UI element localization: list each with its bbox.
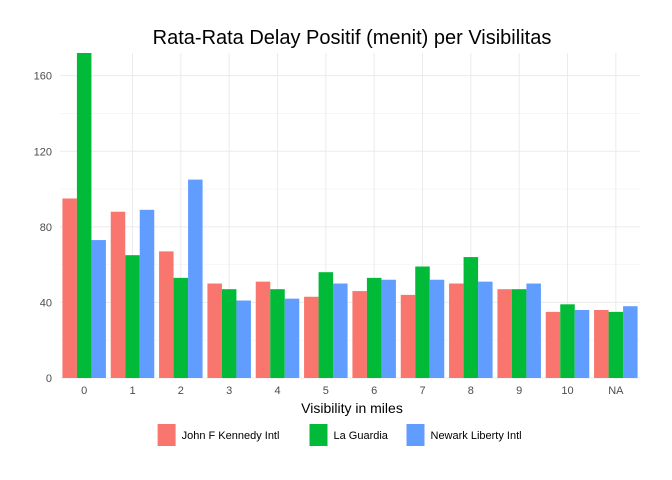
bar <box>139 209 155 378</box>
bar <box>284 298 300 378</box>
bar <box>449 283 464 378</box>
bar <box>125 255 140 378</box>
x-tick-label: 5 <box>323 385 329 397</box>
bar <box>463 257 479 378</box>
y-tick-label: 40 <box>40 297 52 309</box>
bar <box>318 272 334 378</box>
legend-swatch <box>406 424 425 446</box>
bar <box>159 251 174 378</box>
bar <box>76 53 92 378</box>
x-tick-label: 1 <box>129 385 135 397</box>
bar <box>221 289 237 378</box>
bar <box>400 294 416 378</box>
x-axis-title: Visibility in miles <box>301 400 403 416</box>
y-tick-label: 80 <box>40 222 52 234</box>
bar <box>623 306 638 378</box>
legend-label: La Guardia <box>334 430 389 442</box>
x-tick-label: 9 <box>516 385 522 397</box>
x-tick-label: 4 <box>274 385 280 397</box>
bar <box>270 289 285 378</box>
x-tick-label: 0 <box>81 385 87 397</box>
bar <box>62 198 77 378</box>
bar <box>511 289 527 378</box>
legend: John F Kennedy Intl La Guardia Newark Libe… <box>157 424 522 446</box>
x-tick-label: 2 <box>178 385 184 397</box>
plot-panel <box>60 53 640 378</box>
x-tick-label: 10 <box>561 385 573 397</box>
bar <box>415 266 430 378</box>
legend-label: John F Kennedy Intl <box>182 430 280 442</box>
bar <box>352 291 367 378</box>
y-tick-label: 120 <box>34 146 52 158</box>
y-tick-label: 160 <box>34 71 52 83</box>
legend-swatch <box>157 424 176 446</box>
bar <box>381 279 396 378</box>
y-tick-label: 0 <box>46 373 52 385</box>
x-tick-label: 6 <box>371 385 377 397</box>
bar <box>188 179 203 378</box>
bar <box>110 211 126 378</box>
x-axis-ticks: 0 1 2 3 4 5 6 7 8 9 10 NA <box>81 385 624 397</box>
x-tick-label: 8 <box>468 385 474 397</box>
bar <box>173 277 189 378</box>
bar <box>366 277 382 378</box>
bar <box>207 283 222 378</box>
bar <box>497 289 512 378</box>
bar <box>560 304 575 378</box>
bar <box>608 311 624 378</box>
legend-label: Newark Liberty Intl <box>431 430 522 442</box>
bar <box>594 309 609 378</box>
bar <box>333 283 348 378</box>
bars <box>62 53 638 378</box>
legend-swatch <box>309 424 328 446</box>
bar <box>526 283 541 378</box>
bar <box>236 300 251 378</box>
bar <box>478 281 493 378</box>
y-axis-ticks: 0 40 80 120 160 <box>34 71 52 385</box>
bar <box>255 281 271 378</box>
bar <box>574 309 590 378</box>
x-tick-label: 7 <box>419 385 425 397</box>
x-tick-label: 3 <box>226 385 232 397</box>
bar <box>429 279 445 378</box>
bar <box>304 296 319 378</box>
x-tick-label: NA <box>608 385 624 397</box>
bar <box>545 311 561 378</box>
chart-title: Rata-Rata Delay Positif (menit) per Visi… <box>153 27 552 49</box>
bar <box>91 240 106 378</box>
